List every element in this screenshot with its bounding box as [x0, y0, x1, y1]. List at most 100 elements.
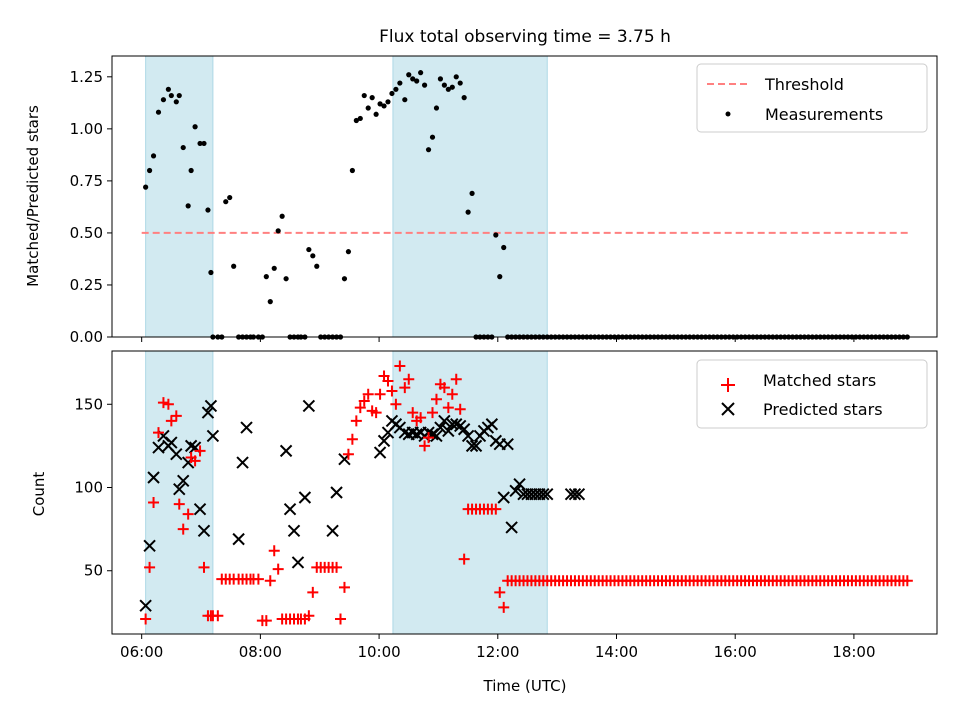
- measurement-point: [208, 269, 214, 276]
- bottom-shaded-bands: [145, 350, 548, 635]
- predicted-point: [373, 446, 387, 459]
- top-legend-box: [696, 63, 928, 133]
- matched-point: [264, 575, 276, 587]
- measurement-point: [445, 86, 451, 92]
- predicted-point: [201, 406, 215, 419]
- bottom-legend: Matched stars Predicted stars: [696, 359, 928, 429]
- x-axis-label: Time (UTC): [483, 677, 567, 695]
- matched-point: [399, 382, 411, 394]
- matched-point: [148, 496, 160, 508]
- predicted-point: [173, 482, 186, 496]
- measurement-point: [314, 263, 320, 269]
- matched-point: [354, 402, 366, 414]
- matched-point: [342, 448, 354, 460]
- predicted-point: [152, 441, 165, 454]
- legend-threshold-label: Threshold: [764, 75, 844, 94]
- predicted-point: [513, 477, 526, 491]
- predicted-point: [147, 471, 160, 484]
- measurement-point: [267, 299, 273, 305]
- matched-point: [498, 601, 510, 613]
- measurement-point: [389, 90, 395, 97]
- top-band-0: [145, 55, 214, 338]
- measurement-point: [306, 246, 312, 253]
- top-y-axis-label: Matched/Predicted stars: [24, 105, 42, 287]
- matched-point: [303, 610, 315, 622]
- measurement-point: [146, 167, 153, 174]
- measurement-point: [160, 97, 167, 103]
- x-tick-label: 18:00: [832, 643, 875, 661]
- measurement-point: [353, 117, 359, 124]
- matched-point: [390, 398, 402, 410]
- matched-point: [370, 407, 382, 419]
- measurement-point: [283, 276, 289, 282]
- legend-predicted-label: Predicted stars: [763, 400, 883, 419]
- matched-point: [382, 375, 394, 387]
- bottom-x-ticks: 06:00 08:00 10:00 12:00 14:00 16:00 18:00: [120, 634, 876, 661]
- measurement-point: [176, 92, 182, 99]
- legend-predicted-swatch: [721, 402, 735, 416]
- measurement-point: [341, 276, 348, 282]
- matched-point: [438, 382, 450, 394]
- matched-point: [162, 398, 174, 410]
- matched-point: [901, 575, 913, 587]
- matched-point: [252, 573, 264, 585]
- measurement-point: [197, 140, 203, 147]
- chart-title: Flux total observing time = 3.75 h: [379, 27, 671, 47]
- measurement-point: [385, 99, 391, 105]
- top-ytick-label: 0.00: [70, 328, 103, 346]
- top-ytick-label: 0.25: [70, 276, 103, 294]
- measurement-point: [377, 101, 383, 107]
- matched-point: [212, 610, 224, 622]
- bottom-matched-points: [140, 360, 913, 627]
- matched-point: [394, 360, 406, 372]
- predicted-point: [537, 487, 550, 501]
- matched-point: [430, 393, 442, 405]
- bottom-ytick-label: 150: [74, 395, 103, 413]
- top-ytick-label: 1.25: [70, 68, 103, 86]
- predicted-point: [184, 439, 198, 453]
- measurement-point: [465, 209, 471, 215]
- measurement-point: [201, 140, 207, 147]
- measurement-point: [425, 147, 432, 153]
- predicted-point: [450, 418, 463, 431]
- predicted-point: [139, 599, 152, 612]
- measurement-point: [357, 115, 363, 122]
- top-panel: 0.00 0.25 0.50 0.75 1.00 1.25 Matched/Predict…: [24, 55, 938, 346]
- measurement-point: [227, 194, 233, 201]
- predicted-point: [298, 491, 312, 504]
- measurement-point: [381, 103, 387, 109]
- matched-point: [177, 523, 189, 535]
- matched-point: [198, 561, 210, 573]
- measurement-point: [165, 86, 171, 92]
- measurement-point: [393, 86, 399, 92]
- measurement-point: [205, 207, 211, 213]
- measurement-point: [279, 213, 285, 219]
- measurement-point: [310, 253, 316, 259]
- measurement-point: [180, 144, 186, 151]
- measurement-point: [185, 203, 191, 209]
- matched-point: [144, 561, 156, 573]
- predicted-point: [326, 524, 339, 537]
- predicted-point: [204, 399, 218, 413]
- measurement-point: [418, 70, 424, 76]
- predicted-point: [501, 438, 514, 451]
- matched-point: [152, 427, 164, 439]
- top-ytick-label: 1.00: [70, 120, 103, 138]
- measurement-point: [469, 190, 475, 196]
- measurement-point: [192, 124, 198, 130]
- predicted-point: [177, 474, 190, 488]
- matched-point: [307, 586, 319, 598]
- matched-point: [165, 415, 177, 427]
- predicted-point: [505, 521, 518, 534]
- bottom-y-ticks: 50 100 150: [74, 395, 112, 580]
- predicted-point: [469, 439, 483, 453]
- predicted-point: [497, 491, 510, 504]
- measurement-point: [271, 265, 277, 271]
- matched-point: [170, 410, 182, 422]
- measurement-point: [421, 82, 428, 88]
- matched-point: [346, 433, 358, 445]
- matched-point: [362, 388, 374, 400]
- bottom-ytick-label: 50: [84, 562, 103, 580]
- predicted-point: [170, 448, 183, 461]
- predicted-point: [193, 502, 207, 516]
